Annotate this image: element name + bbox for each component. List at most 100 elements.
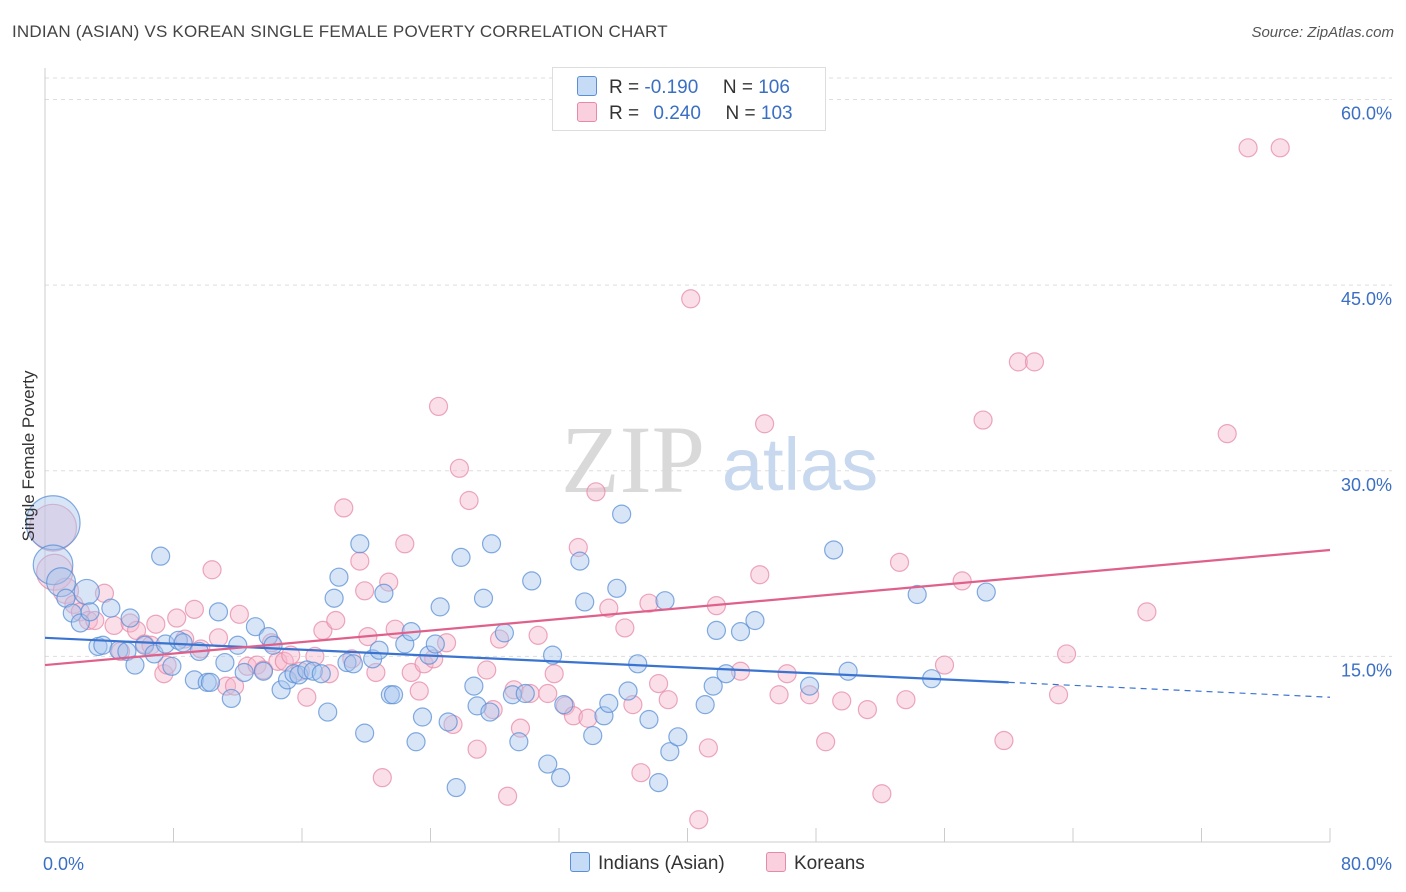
korean-point bbox=[698, 738, 718, 758]
source-label: Source: ZipAtlas.com bbox=[1251, 24, 1394, 41]
indian-point bbox=[303, 661, 323, 681]
korean-point bbox=[167, 608, 187, 628]
korean-point bbox=[409, 681, 429, 701]
n-label: N = bbox=[725, 103, 756, 124]
korean-point bbox=[889, 552, 910, 572]
indian-point bbox=[509, 732, 529, 752]
indian-point bbox=[369, 640, 389, 660]
korean-point bbox=[934, 655, 955, 675]
indian-point bbox=[32, 544, 74, 586]
indian-point bbox=[125, 655, 145, 675]
korean-point bbox=[639, 593, 659, 613]
korean-point bbox=[777, 664, 797, 684]
indian-point bbox=[215, 652, 235, 673]
indian-point bbox=[542, 645, 563, 665]
indian-point bbox=[575, 592, 595, 612]
indian-point bbox=[329, 567, 349, 587]
r-label: R = bbox=[609, 103, 640, 124]
korean-point bbox=[120, 613, 140, 633]
indian-point bbox=[245, 617, 266, 637]
korean-point bbox=[85, 610, 105, 631]
korean-point bbox=[224, 676, 245, 696]
indian-point bbox=[570, 551, 590, 571]
indian-point bbox=[668, 727, 688, 747]
indian-point bbox=[101, 598, 121, 618]
korean-point bbox=[1008, 352, 1028, 372]
korean-point bbox=[857, 699, 878, 720]
korean-point bbox=[538, 683, 558, 704]
correlation-legend: R = -0.190 N = 106 R = 0.240 N = 103 bbox=[552, 67, 826, 131]
korean-point bbox=[1270, 138, 1290, 158]
korean-point bbox=[681, 289, 701, 309]
legend-swatch-pink bbox=[577, 102, 597, 122]
indian-point bbox=[173, 633, 193, 653]
korean-point bbox=[1217, 424, 1237, 444]
indian-point bbox=[25, 495, 81, 551]
korean-point bbox=[372, 768, 392, 788]
indian-point bbox=[618, 681, 638, 701]
indian-trend-extension bbox=[1008, 681, 1331, 698]
watermark-zip: ZIP bbox=[561, 406, 705, 513]
korean-point bbox=[216, 676, 237, 696]
indian-point bbox=[395, 634, 415, 654]
indian-point bbox=[799, 676, 820, 696]
legend-swatch-pink bbox=[766, 852, 786, 872]
legend-label: Koreans bbox=[794, 853, 865, 874]
indian-point bbox=[318, 702, 338, 722]
indian-point bbox=[716, 664, 736, 684]
korean-points bbox=[29, 138, 1290, 830]
korean-point bbox=[994, 730, 1014, 751]
indian-point bbox=[430, 597, 450, 617]
legend-item-indians: Indians (Asian) bbox=[570, 852, 725, 875]
indian-point bbox=[93, 635, 113, 655]
indian-point bbox=[412, 707, 433, 727]
indian-point bbox=[554, 695, 574, 715]
korean-point bbox=[229, 604, 249, 624]
indian-point bbox=[383, 685, 404, 705]
korean-point bbox=[379, 572, 399, 592]
indian-point bbox=[162, 656, 182, 676]
korean-point bbox=[658, 690, 678, 710]
y-tick-label: 15.0% bbox=[1341, 660, 1392, 680]
indian-point bbox=[200, 672, 221, 692]
korean-point bbox=[832, 691, 852, 711]
axes bbox=[44, 68, 1331, 843]
korean-point bbox=[544, 664, 564, 684]
y-tick-label: 45.0% bbox=[1341, 289, 1392, 309]
korean-point bbox=[586, 482, 606, 502]
indian-trend-line bbox=[44, 636, 1009, 684]
indian-point bbox=[438, 712, 458, 732]
korean-trend-line bbox=[44, 548, 1331, 667]
indian-point bbox=[446, 777, 466, 798]
indian-point bbox=[706, 620, 727, 641]
indian-point bbox=[234, 662, 254, 683]
indian-point bbox=[253, 661, 274, 681]
indian-point bbox=[297, 660, 317, 680]
indian-point bbox=[824, 540, 844, 560]
indian-point bbox=[730, 622, 751, 642]
korean-point bbox=[1048, 685, 1069, 705]
indian-point bbox=[907, 584, 927, 605]
indian-point bbox=[494, 623, 514, 643]
korean-point bbox=[555, 696, 576, 716]
korean-point bbox=[872, 784, 892, 804]
y-tick-label: 30.0% bbox=[1341, 475, 1392, 495]
indian-point bbox=[406, 732, 426, 752]
trend-lines bbox=[44, 548, 1331, 698]
indian-point bbox=[350, 534, 370, 554]
x-tick-label: 80.0% bbox=[1341, 854, 1392, 874]
korean-point bbox=[483, 699, 503, 720]
indian-point bbox=[228, 635, 248, 655]
indian-point bbox=[120, 608, 140, 628]
korean-point bbox=[750, 565, 770, 585]
indian-point bbox=[976, 582, 996, 602]
indian-point bbox=[838, 661, 858, 681]
indian-point bbox=[639, 709, 659, 730]
korean-point bbox=[563, 706, 584, 726]
korean-point bbox=[202, 560, 222, 580]
indian-point bbox=[70, 613, 90, 633]
x-tick-label: 0.0% bbox=[43, 854, 84, 874]
korean-point bbox=[350, 551, 370, 571]
r-value: -0.190 bbox=[644, 77, 699, 98]
indian-point bbox=[612, 504, 632, 524]
